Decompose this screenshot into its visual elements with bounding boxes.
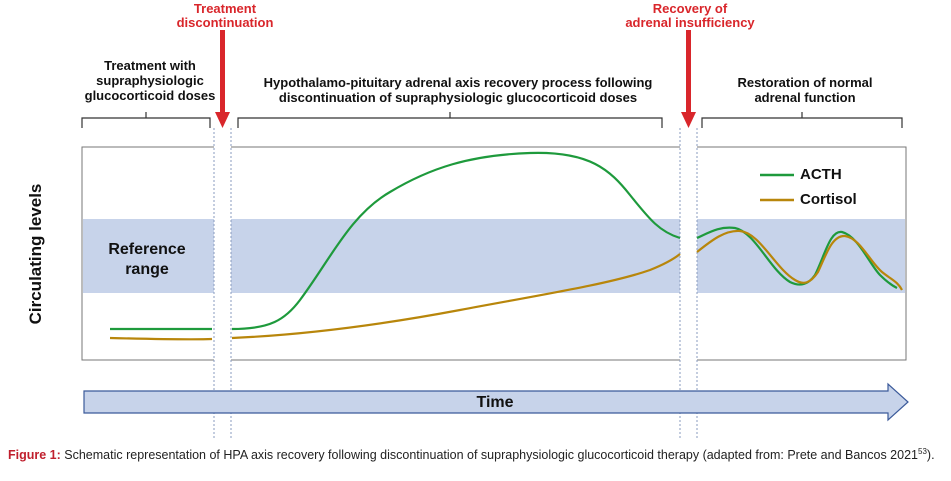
brace-treatment xyxy=(81,112,211,128)
brace-recovery-process xyxy=(237,112,663,128)
arrow-recovery-shaft xyxy=(686,30,691,116)
caption-label: Figure 1: xyxy=(8,448,61,463)
legend-acth-label: ACTH xyxy=(800,166,842,183)
phase-braces xyxy=(81,112,903,128)
event-arrows xyxy=(215,30,696,128)
y-axis-label: Circulating levels xyxy=(26,183,45,325)
caption-end: ). xyxy=(926,448,935,463)
transition-strips xyxy=(213,128,698,438)
strip-discontinuation xyxy=(214,128,231,438)
legend-cortisol-label: Cortisol xyxy=(800,191,857,208)
phase-restoration-label: Restoration of normal adrenal function xyxy=(737,75,873,105)
arrow-discontinuation-shaft xyxy=(220,30,225,116)
time-axis-label: Time xyxy=(476,394,514,411)
hpa-schematic xyxy=(81,30,909,438)
cortisol-curve xyxy=(109,229,903,341)
reference-range-band xyxy=(83,219,905,293)
figure-caption: Figure 1: Schematic representation of HP… xyxy=(8,445,948,462)
arrow-discontinuation-head xyxy=(215,112,230,128)
recovery-adrenal-label: Recovery of adrenal insufficiency xyxy=(625,1,755,30)
time-arrow xyxy=(83,382,909,422)
caption-ref: 53 xyxy=(918,447,927,456)
reference-range-label: Reference range xyxy=(108,241,186,278)
phase-treatment-label: Treatment with supraphysiologic glucocor… xyxy=(84,58,216,103)
arrow-recovery-head xyxy=(681,112,696,128)
caption-text: Schematic representation of HPA axis rec… xyxy=(60,448,918,463)
treatment-discontinuation-label: Treatment discontinuation xyxy=(176,1,274,30)
brace-restoration xyxy=(701,112,903,128)
strip-recovery xyxy=(680,128,697,438)
phase-recovery-process-label: Hypothalamo-pituitary adrenal axis recov… xyxy=(263,75,653,105)
